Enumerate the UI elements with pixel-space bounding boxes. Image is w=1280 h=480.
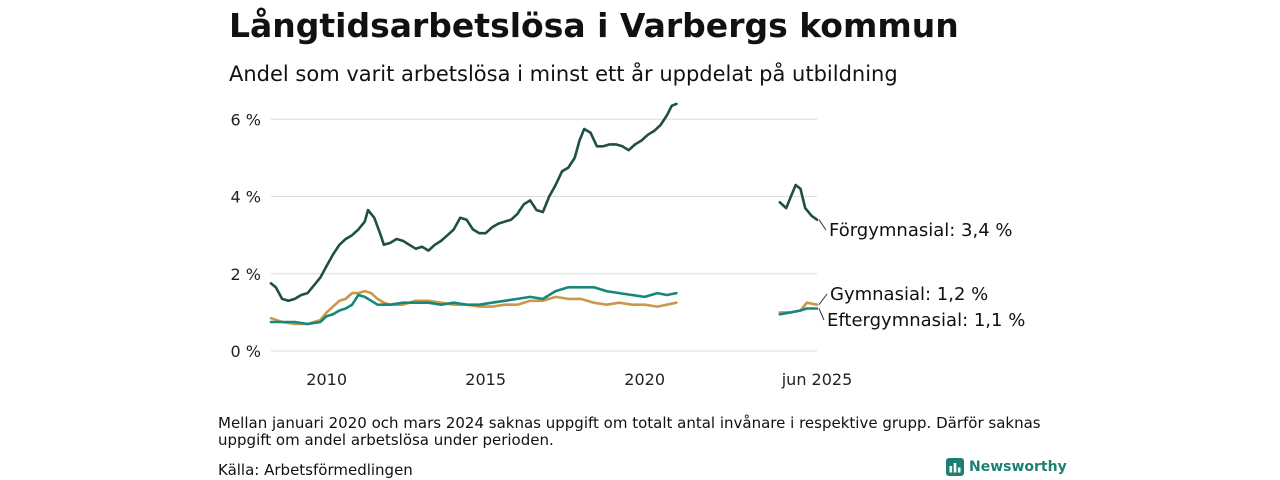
- bar-chart-icon: [946, 458, 964, 476]
- series-lines: [269, 102, 819, 326]
- footnote: Mellan januari 2020 och mars 2024 saknas…: [218, 414, 1041, 449]
- x-tick-label: 2015: [465, 370, 506, 389]
- series-line-eftergymnasial: [269, 286, 678, 326]
- series-line-forgymnasial: [269, 102, 678, 303]
- chart-subtitle: Andel som varit arbetslösa i minst ett å…: [229, 62, 898, 86]
- leader-line-forgymnasial: [818, 219, 827, 231]
- y-tick-label: 2 %: [231, 265, 261, 284]
- series-line-forgymnasial: [778, 183, 819, 221]
- end-label-eftergymnasial: Eftergymnasial: 1,1 %: [827, 310, 1025, 331]
- y-tick-label: 6 %: [231, 110, 261, 129]
- y-axis-ticks: 0 % 2 % 4 % 6 %: [231, 110, 261, 361]
- x-tick-label: jun 2025: [781, 370, 853, 389]
- brand-logo: Newsworthy: [946, 458, 1067, 476]
- y-tick-label: 4 %: [231, 188, 261, 207]
- x-tick-label: 2020: [624, 370, 665, 389]
- end-label-forgymnasial: Förgymnasial: 3,4 %: [829, 220, 1013, 241]
- y-tick-label: 0 %: [231, 342, 261, 361]
- x-axis-ticks: 2010 2015 2020 jun 2025: [306, 370, 852, 389]
- series-end-labels: Förgymnasial: 3,4 % Gymnasial: 1,2 % Efter…: [818, 219, 1025, 331]
- series-line-gymnasial: [269, 289, 678, 326]
- gridlines: [271, 118, 817, 352]
- chart-title: Långtidsarbetslösa i Varbergs kommun: [229, 6, 959, 45]
- leader-line-gymnasial: [818, 293, 828, 305]
- brand-name: Newsworthy: [969, 459, 1067, 475]
- series-line-eftergymnasial: [778, 307, 819, 316]
- source-note: Källa: Arbetsförmedlingen: [218, 461, 413, 479]
- end-label-gymnasial: Gymnasial: 1,2 %: [830, 284, 988, 305]
- leader-line-eftergymnasial: [818, 308, 825, 321]
- line-chart: 0 % 2 % 4 % 6 % 2010 2015 2020 jun 2025 Förgym…: [231, 102, 1025, 389]
- x-tick-label: 2010: [306, 370, 347, 389]
